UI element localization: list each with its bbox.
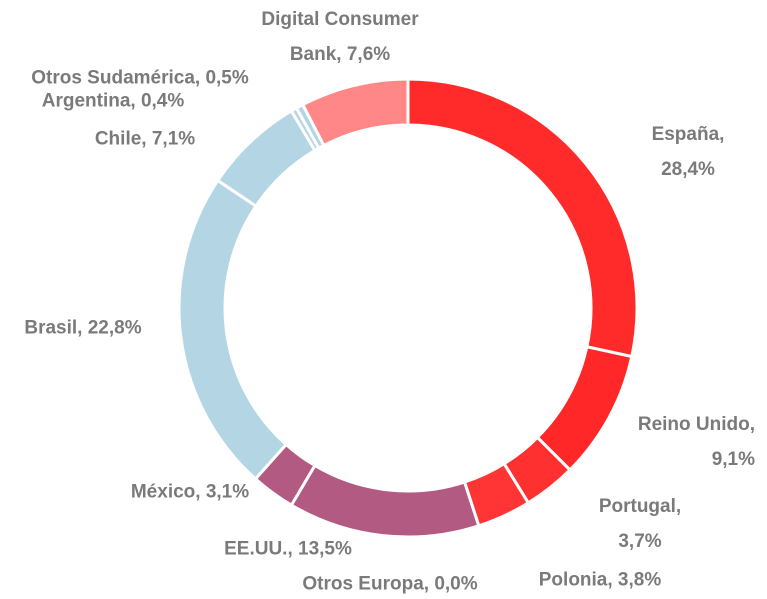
data-label: Polonia, 3,8% <box>538 569 662 591</box>
data-label: España, 28,4% <box>651 124 725 180</box>
data-label: Chile, 7,1% <box>94 128 196 150</box>
data-label: Otros Europa, 0,0% <box>302 573 478 595</box>
slice <box>177 178 289 481</box>
slice <box>300 77 410 148</box>
data-label: Otros Sudamérica, 0,5% <box>31 67 249 89</box>
data-label: Portugal, 3,7% <box>598 496 682 552</box>
data-label: Brasil, 22,8% <box>24 317 142 339</box>
data-label: Argentina, 0,4% <box>41 90 185 112</box>
data-label: Reino Unido, 9,1% <box>637 414 755 470</box>
data-label: México, 3,1% <box>130 481 250 503</box>
data-label: EE.UU., 13,5% <box>224 538 352 560</box>
data-label: Digital Consumer Bank, 7,6% <box>261 9 419 65</box>
slice <box>289 463 481 539</box>
slice <box>406 77 639 359</box>
